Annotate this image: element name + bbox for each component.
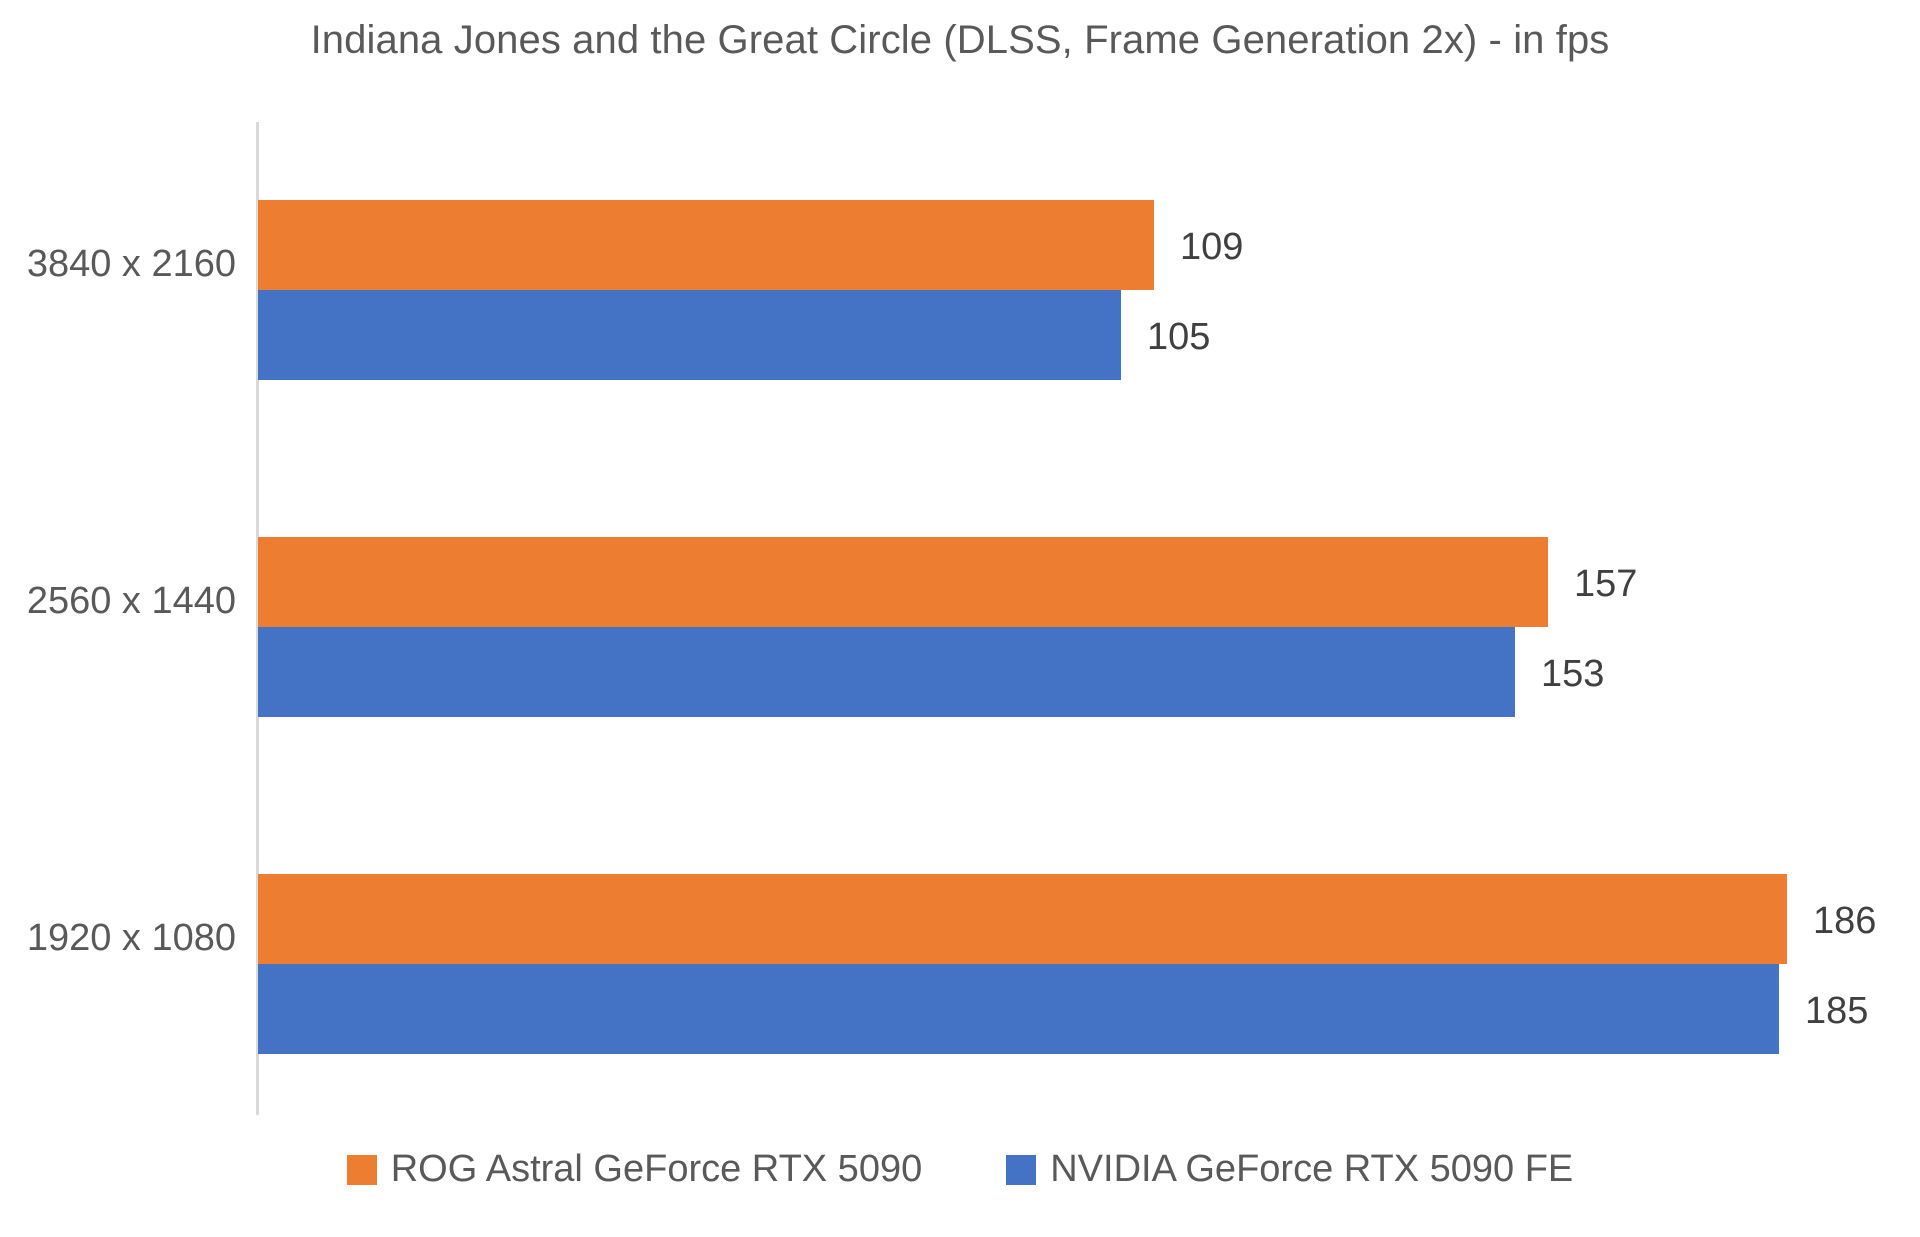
legend-swatch-blue-icon (1006, 1154, 1037, 1185)
category-axis-line (256, 122, 259, 1115)
bar-value-nvidia-fe-2560x1440: 153 (1541, 653, 1605, 695)
bar-rog-astral-3840x2160[interactable] (258, 200, 1154, 290)
bar-nvidia-fe-2560x1440[interactable] (258, 627, 1515, 717)
category-label-2560x1440: 2560 x 1440 (26, 580, 236, 622)
bar-nvidia-fe-3840x2160[interactable] (258, 290, 1121, 380)
bar-nvidia-fe-1920x1080[interactable] (258, 964, 1779, 1054)
bar-rog-astral-1920x1080[interactable] (258, 874, 1787, 964)
plot-area: 3840 x 2160 2560 x 1440 1920 x 1080 109 … (26, 122, 1877, 1115)
chart-legend: ROG Astral GeForce RTX 5090 NVIDIA GeFor… (0, 1148, 1920, 1191)
bar-rog-astral-2560x1440[interactable] (258, 537, 1548, 627)
legend-label-rog-astral: ROG Astral GeForce RTX 5090 (390, 1148, 923, 1190)
bar-value-nvidia-fe-1920x1080: 185 (1805, 990, 1869, 1032)
legend-item-nvidia-fe[interactable]: NVIDIA GeForce RTX 5090 FE (1006, 1148, 1573, 1191)
bar-value-rog-astral-3840x2160: 109 (1180, 226, 1244, 268)
legend-swatch-orange-icon (346, 1154, 377, 1185)
legend-label-nvidia-fe: NVIDIA GeForce RTX 5090 FE (1050, 1148, 1574, 1190)
bar-value-nvidia-fe-3840x2160: 105 (1147, 316, 1211, 358)
bar-value-rog-astral-2560x1440: 157 (1574, 563, 1638, 605)
legend-item-rog-astral[interactable]: ROG Astral GeForce RTX 5090 (346, 1148, 923, 1191)
category-label-1920x1080: 1920 x 1080 (26, 917, 236, 959)
bar-value-rog-astral-1920x1080: 186 (1813, 900, 1877, 942)
category-label-3840x2160: 3840 x 2160 (26, 243, 236, 285)
chart-title: Indiana Jones and the Great Circle (DLSS… (310, 18, 1610, 62)
